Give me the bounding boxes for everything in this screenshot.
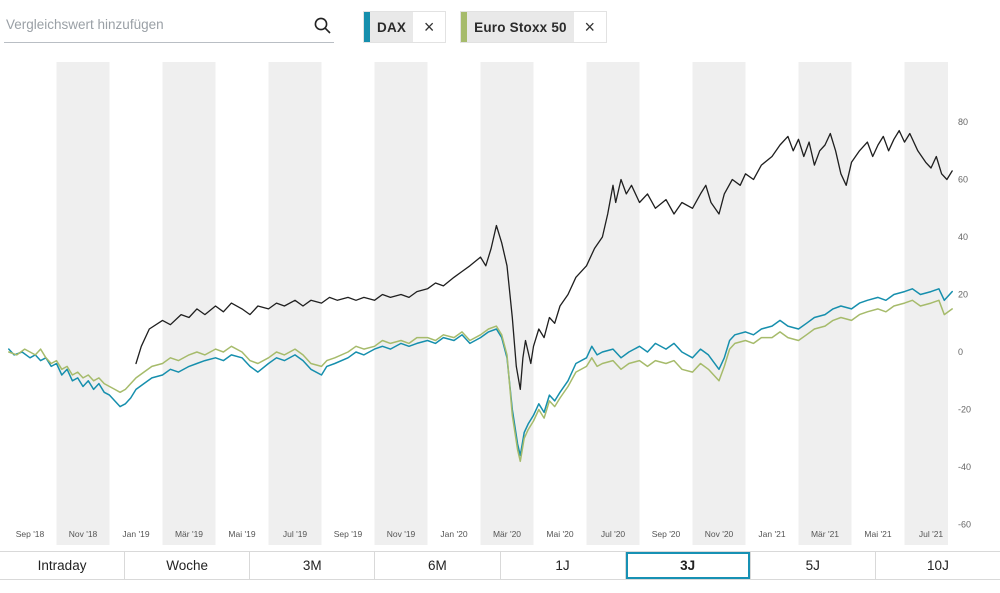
x-axis-tick: Sep '20 bbox=[652, 529, 681, 539]
search-icon[interactable] bbox=[310, 14, 334, 38]
comparison-search bbox=[4, 12, 334, 43]
background-stripe bbox=[56, 62, 110, 545]
background-stripe bbox=[586, 62, 640, 545]
background-stripe bbox=[798, 62, 852, 545]
x-axis-tick: Jul '21 bbox=[919, 529, 944, 539]
x-axis-tick: Mai '20 bbox=[546, 529, 573, 539]
chip-color-bar bbox=[461, 12, 468, 42]
series-line-dax bbox=[8, 288, 953, 457]
topbar: DAX×Euro Stoxx 50× bbox=[0, 0, 1000, 60]
search-input[interactable] bbox=[4, 17, 310, 37]
chip-label: DAX bbox=[370, 12, 414, 42]
x-axis-tick: Jan '20 bbox=[440, 529, 467, 539]
background-stripe bbox=[162, 62, 216, 545]
y-axis-tick: 0 bbox=[958, 347, 963, 357]
chip-close-icon[interactable]: × bbox=[413, 12, 446, 42]
y-axis-tick: 20 bbox=[958, 290, 968, 300]
x-axis-tick: Nov '19 bbox=[387, 529, 416, 539]
background-stripe bbox=[692, 62, 746, 545]
x-axis-tick: Jan '21 bbox=[758, 529, 785, 539]
x-axis-tick: Nov '18 bbox=[69, 529, 98, 539]
background-stripe bbox=[480, 62, 534, 545]
chart-svg[interactable]: 80 60 40 20 0 -20 -40 -60 Sep '18 Nov '18 Jan '19 M… bbox=[0, 60, 1000, 560]
chip-label: Euro Stoxx 50 bbox=[467, 12, 574, 42]
tab-1j[interactable]: 1J bbox=[500, 552, 626, 579]
chip-euro-stoxx-50: Euro Stoxx 50 × bbox=[460, 11, 607, 43]
x-axis-tick: Mai '19 bbox=[228, 529, 255, 539]
background-stripe bbox=[904, 62, 948, 545]
x-axis-tick: Nov '20 bbox=[705, 529, 734, 539]
tab-3j[interactable]: 3J bbox=[625, 552, 751, 579]
y-axis-tick: -40 bbox=[958, 462, 971, 472]
x-axis-tick: Mär '19 bbox=[175, 529, 203, 539]
series-line-euro-stoxx-50 bbox=[8, 299, 953, 463]
x-axis-tick: Jul '19 bbox=[283, 529, 308, 539]
tab-6m[interactable]: 6M bbox=[375, 552, 501, 579]
chip-close-icon[interactable]: × bbox=[573, 12, 606, 42]
background-stripe bbox=[374, 62, 428, 545]
tab-5j[interactable]: 5J bbox=[750, 552, 876, 579]
chip-color-bar bbox=[364, 12, 370, 42]
tab-3m[interactable]: 3M bbox=[250, 552, 376, 579]
x-axis-tick: Jan '19 bbox=[122, 529, 149, 539]
y-axis-tick: 80 bbox=[958, 117, 968, 127]
comparison-chips: DAX × Euro Stoxx 50 × bbox=[363, 11, 607, 43]
x-axis-tick: Mär '20 bbox=[493, 529, 521, 539]
y-axis-tick: 60 bbox=[958, 175, 968, 185]
x-axis-tick: Mai '21 bbox=[864, 529, 891, 539]
chip-dax: DAX × bbox=[363, 11, 447, 43]
y-axis-tick: -20 bbox=[958, 405, 971, 415]
y-axis-tick: -60 bbox=[958, 520, 971, 530]
tab-woche[interactable]: Woche bbox=[125, 552, 251, 579]
x-axis-tick: Mär '21 bbox=[811, 529, 839, 539]
magnifier-glyph bbox=[314, 17, 331, 34]
tab-10j[interactable]: 10J bbox=[875, 552, 1000, 579]
x-axis-tick: Jul '20 bbox=[601, 529, 626, 539]
x-axis-tick: Sep '19 bbox=[334, 529, 363, 539]
series-line-main bbox=[135, 129, 953, 391]
tab-intraday[interactable]: Intraday bbox=[0, 552, 126, 579]
x-axis-tick: Sep '18 bbox=[16, 529, 45, 539]
range-tabs: Intraday Woche 3M 6M 1J 3J 5J 10J bbox=[0, 551, 1000, 580]
y-axis-tick: 40 bbox=[958, 232, 968, 242]
